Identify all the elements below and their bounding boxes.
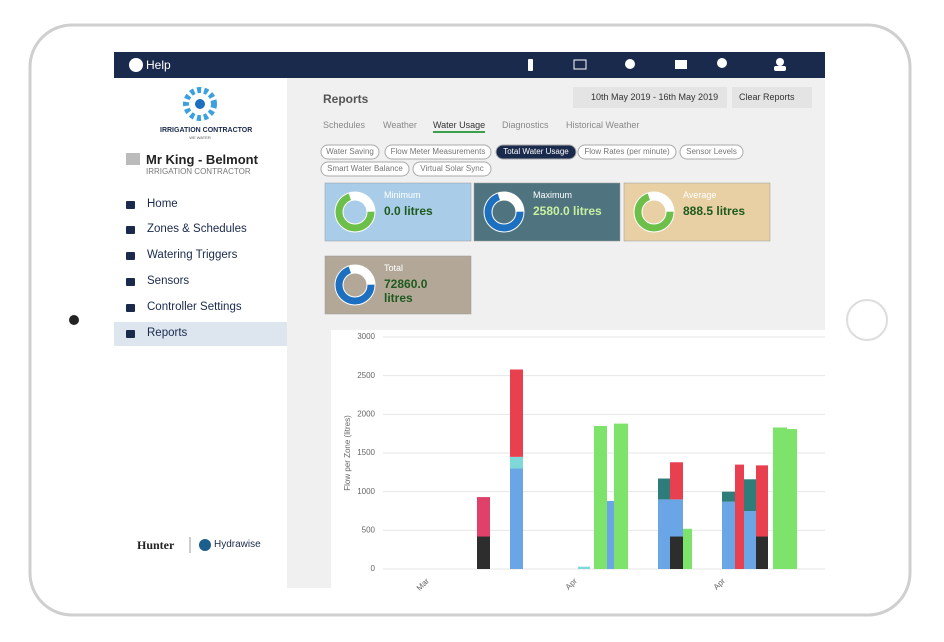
y-tick-label: 2500 — [357, 371, 375, 380]
filter-label[interactable]: Sensor Levels — [686, 147, 737, 156]
hydrawise-icon — [199, 539, 211, 551]
bar-segment — [594, 425, 607, 569]
bar-segment — [756, 536, 768, 569]
bar-segment — [670, 536, 683, 569]
y-tick-label: 0 — [371, 564, 376, 573]
menu-item[interactable]: Controller Settings — [147, 301, 242, 313]
bar-segment — [614, 423, 628, 569]
bar-segment — [578, 566, 590, 569]
help-link[interactable]: Help — [146, 58, 171, 72]
menu-item[interactable]: Zones & Schedules — [147, 223, 247, 235]
menu-icon — [126, 304, 135, 312]
y-axis-label: Flow per Zone (litres) — [343, 415, 352, 491]
menu-icon — [126, 201, 135, 209]
menu-item[interactable]: Reports — [147, 327, 188, 339]
filter-pill[interactable] — [384, 144, 492, 160]
report-tab[interactable]: Schedules — [323, 120, 366, 130]
bar-segment — [477, 497, 490, 537]
card-label: Minimum — [384, 190, 421, 200]
card-label: Total — [384, 263, 404, 273]
card-value: 888.5 litres — [683, 204, 746, 218]
account-name: Mr King - Belmont — [146, 152, 258, 167]
menu-item[interactable]: Home — [147, 198, 178, 210]
logo-sub: WE WATER — [189, 135, 211, 140]
report-tab[interactable]: Historical Weather — [566, 120, 640, 130]
bar-segment — [683, 528, 692, 569]
clear-button[interactable] — [732, 87, 812, 108]
clear-reports[interactable]: Clear Reports — [739, 92, 795, 102]
filter-pill[interactable] — [320, 144, 380, 160]
menu-item[interactable]: Watering Triggers — [147, 249, 238, 261]
filter-label[interactable]: Smart Water Balance — [327, 164, 403, 173]
filter-label[interactable]: Flow Rates (per minute) — [584, 147, 670, 156]
account-role: IRRIGATION CONTRACTOR — [146, 167, 251, 176]
filter-pill[interactable] — [577, 144, 677, 160]
top-icons — [528, 58, 786, 71]
bar-segment — [670, 499, 683, 537]
card-value: 2580.0 litres — [533, 204, 602, 218]
bar-segment — [658, 499, 670, 569]
bar-segment — [510, 456, 523, 469]
filter-pill[interactable] — [412, 161, 492, 177]
menu-icon — [126, 252, 135, 260]
menu-icon — [126, 278, 135, 286]
card-donut — [634, 192, 674, 232]
card-donut — [335, 265, 375, 305]
bar-segment — [744, 479, 756, 511]
card-value: 0.0 litres — [384, 204, 433, 218]
bar-segment — [607, 500, 614, 569]
menu-highlight — [114, 322, 287, 346]
card-label: Average — [683, 190, 717, 200]
date-button[interactable] — [573, 87, 727, 108]
card-donut — [484, 192, 524, 232]
bar-segment — [658, 478, 670, 500]
footer-brand: Hunter — [137, 538, 175, 552]
menu-item[interactable]: Sensors — [147, 275, 190, 287]
report-tab[interactable]: Weather — [383, 120, 417, 130]
logo — [183, 87, 217, 121]
y-tick-label: 1500 — [357, 448, 375, 457]
card-donut — [335, 192, 375, 232]
filter-label[interactable]: Total Water Usage — [503, 147, 569, 156]
bar-segment — [510, 468, 523, 569]
bar-segment — [670, 462, 683, 500]
report-tab[interactable]: Diagnostics — [502, 120, 549, 130]
y-tick-label: 3000 — [357, 332, 375, 341]
top-bar — [114, 52, 825, 78]
report-tab[interactable]: Water Usage — [433, 120, 486, 133]
card-label: Maximum — [533, 190, 573, 200]
y-tick-label: 2000 — [357, 409, 375, 418]
account-icon — [126, 153, 140, 165]
bar-segment — [773, 427, 787, 569]
filter-pill[interactable] — [679, 144, 744, 160]
filter-label[interactable]: Flow Meter Measurements — [390, 147, 486, 156]
y-tick-label: 500 — [362, 525, 376, 534]
y-tick-label: 1000 — [357, 487, 375, 496]
camera — [69, 315, 79, 325]
filter-label[interactable]: Virtual Solar Sync — [420, 164, 484, 173]
menu-icon — [126, 226, 135, 234]
home-button[interactable] — [846, 299, 888, 341]
card-value: 72860.0 litres — [384, 277, 428, 306]
footer-brand: Hydrawise — [214, 539, 261, 550]
bar-segment — [722, 501, 735, 569]
bar-segment — [744, 511, 756, 569]
bar-segment — [722, 491, 735, 502]
page-title: Reports — [323, 92, 369, 106]
date-range[interactable]: 10th May 2019 - 16th May 2019 — [591, 92, 719, 102]
filter-pill[interactable] — [495, 144, 577, 160]
bar-segment — [787, 429, 797, 569]
bar-segment — [735, 464, 744, 569]
filter-pill[interactable] — [320, 161, 410, 177]
filter-label[interactable]: Water Saving — [326, 147, 374, 156]
bar-segment — [510, 369, 523, 457]
menu-icon — [126, 330, 135, 338]
bar-segment — [477, 536, 490, 569]
logo-text: IRRIGATION CONTRACTOR — [160, 127, 253, 134]
help-icon[interactable] — [129, 58, 143, 72]
bar-segment — [756, 465, 768, 537]
